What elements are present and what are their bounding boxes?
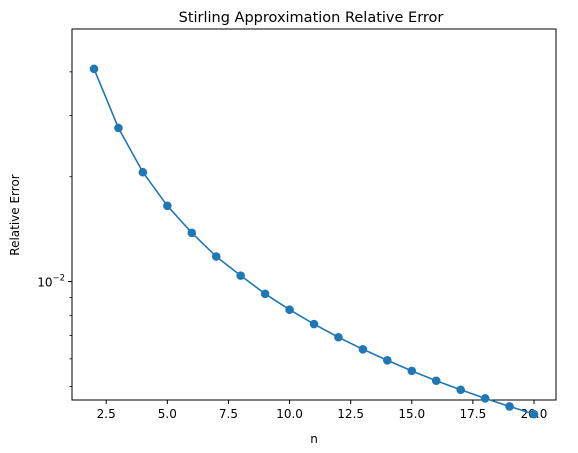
data-point: [309, 319, 319, 329]
data-point: [236, 271, 245, 280]
y-axis: 10−2: [37, 71, 72, 387]
data-point: [114, 123, 123, 133]
data-point: [407, 366, 417, 376]
chart-title: Stirling Approximation Relative Error: [179, 10, 444, 26]
x-axis-label: n: [310, 432, 318, 446]
x-tick-label: 5.0: [158, 407, 177, 421]
series-line: [93, 68, 535, 415]
data-point: [211, 252, 221, 261]
y-tick-label: 10−2: [37, 274, 65, 290]
data-point: [480, 394, 490, 403]
data-point: [285, 305, 294, 315]
x-axis: 2.55.07.510.012.515.017.520.0: [97, 400, 547, 421]
data-point: [505, 402, 514, 411]
x-tick-label: 17.5: [460, 407, 487, 421]
data-point: [334, 332, 343, 342]
y-axis-label: Relative Error: [8, 174, 22, 256]
x-tick-label: 7.5: [219, 407, 238, 421]
data-point: [456, 385, 465, 395]
data-point: [187, 228, 197, 238]
x-tick-label: 10.0: [276, 407, 303, 421]
data-point: [89, 64, 99, 74]
x-tick-label: 2.5: [97, 407, 116, 421]
data-point: [260, 289, 270, 299]
data-point: [163, 201, 172, 211]
x-tick-label: 12.5: [337, 407, 364, 421]
series-layer: [89, 64, 539, 419]
data-point: [529, 409, 539, 419]
data-point: [383, 356, 392, 365]
data-point: [431, 376, 441, 386]
plot-area: [71, 28, 557, 401]
data-point: [138, 167, 148, 177]
data-point: [358, 344, 368, 354]
x-tick-label: 15.0: [398, 407, 425, 421]
